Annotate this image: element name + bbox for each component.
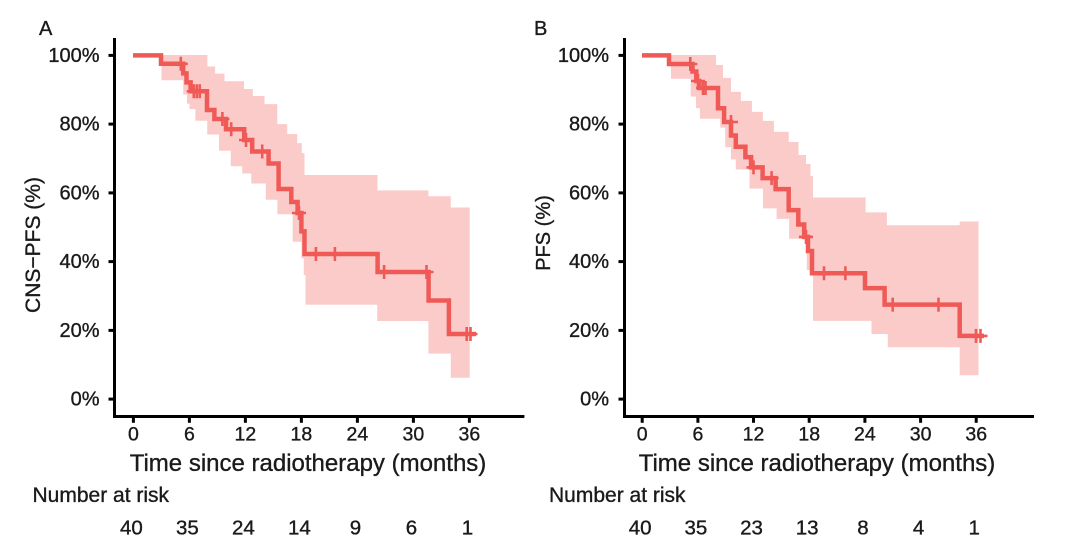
- svg-text:0%: 0%: [580, 389, 609, 411]
- svg-text:30: 30: [910, 424, 932, 446]
- svg-text:40: 40: [629, 517, 652, 540]
- svg-text:6: 6: [406, 517, 417, 540]
- svg-text:80%: 80%: [59, 114, 99, 136]
- svg-text:24: 24: [232, 517, 255, 540]
- svg-text:0%: 0%: [71, 389, 100, 411]
- svg-text:1: 1: [462, 517, 473, 540]
- svg-text:12: 12: [235, 424, 257, 446]
- svg-text:Number at risk: Number at risk: [549, 484, 686, 507]
- svg-text:6: 6: [692, 424, 703, 446]
- svg-text:4: 4: [913, 517, 924, 540]
- svg-text:20%: 20%: [59, 320, 99, 342]
- svg-text:PFS (%): PFS (%): [533, 195, 555, 271]
- svg-text:18: 18: [798, 424, 820, 446]
- svg-text:12: 12: [743, 424, 765, 446]
- svg-text:24: 24: [854, 424, 876, 446]
- svg-text:100%: 100%: [558, 45, 609, 67]
- svg-text:A: A: [39, 18, 53, 40]
- svg-text:8: 8: [857, 517, 868, 540]
- svg-text:1: 1: [968, 517, 979, 540]
- svg-text:0: 0: [637, 424, 648, 446]
- svg-text:36: 36: [965, 424, 987, 446]
- svg-text:36: 36: [459, 424, 481, 446]
- svg-text:9: 9: [350, 517, 361, 540]
- svg-text:18: 18: [291, 424, 313, 446]
- svg-text:B: B: [534, 18, 547, 40]
- svg-text:35: 35: [176, 517, 199, 540]
- svg-text:40: 40: [120, 517, 143, 540]
- svg-text:Number at risk: Number at risk: [33, 484, 170, 507]
- svg-text:35: 35: [684, 517, 707, 540]
- svg-text:14: 14: [288, 517, 311, 540]
- svg-text:Time since radiotherapy (month: Time since radiotherapy (months): [639, 450, 996, 477]
- svg-text:100%: 100%: [48, 45, 99, 67]
- svg-text:60%: 60%: [59, 182, 99, 204]
- svg-text:40%: 40%: [59, 251, 99, 273]
- svg-text:0: 0: [128, 424, 139, 446]
- svg-text:24: 24: [347, 424, 369, 446]
- svg-text:80%: 80%: [569, 114, 609, 136]
- svg-text:6: 6: [184, 424, 195, 446]
- svg-text:Time since radiotherapy (month: Time since radiotherapy (months): [130, 450, 487, 477]
- svg-text:13: 13: [796, 517, 819, 540]
- svg-text:CNS−PFS (%): CNS−PFS (%): [22, 177, 45, 313]
- svg-text:20%: 20%: [569, 320, 609, 342]
- svg-text:30: 30: [403, 424, 425, 446]
- svg-text:23: 23: [740, 517, 763, 540]
- svg-text:40%: 40%: [569, 251, 609, 273]
- svg-text:60%: 60%: [569, 182, 609, 204]
